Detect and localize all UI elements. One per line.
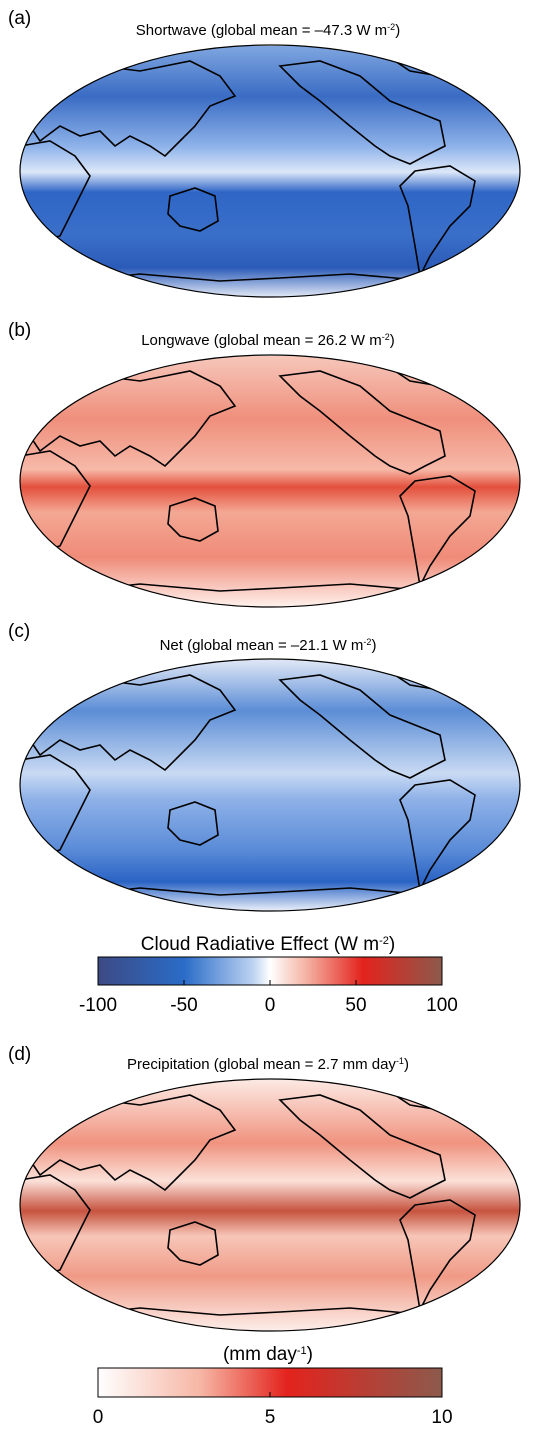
tick-label: 0 (265, 995, 276, 1016)
tick-label: 0 (93, 1407, 104, 1428)
tick-label: 100 (426, 995, 458, 1016)
map-c (19, 658, 521, 912)
map-b (19, 354, 521, 608)
panel-label: (d) (8, 1044, 31, 1065)
panel-title: Net (global mean = –21.1 W m-2) (160, 637, 377, 654)
panel-label: (c) (8, 621, 30, 642)
tick-label: 50 (345, 995, 366, 1016)
colorbar-label: (mm day-1) (223, 1344, 313, 1365)
panel-label: (b) (8, 320, 31, 341)
panel-title: Longwave (global mean = 26.2 W m-2) (141, 332, 395, 349)
panel-title: Shortwave (global mean = –47.3 W m-2) (136, 22, 400, 39)
tick-label: 5 (265, 1407, 276, 1428)
panel-title: Precipitation (global mean = 2.7 mm day-… (127, 1056, 409, 1073)
tick-label: -100 (79, 995, 117, 1016)
tick-label: 10 (431, 1407, 452, 1428)
map-d (19, 1078, 521, 1332)
map-a (19, 44, 521, 298)
panel-label: (a) (8, 8, 31, 29)
tick-label: -50 (170, 995, 197, 1016)
colorbar-label: Cloud Radiative Effect (W m-2) (141, 934, 395, 955)
